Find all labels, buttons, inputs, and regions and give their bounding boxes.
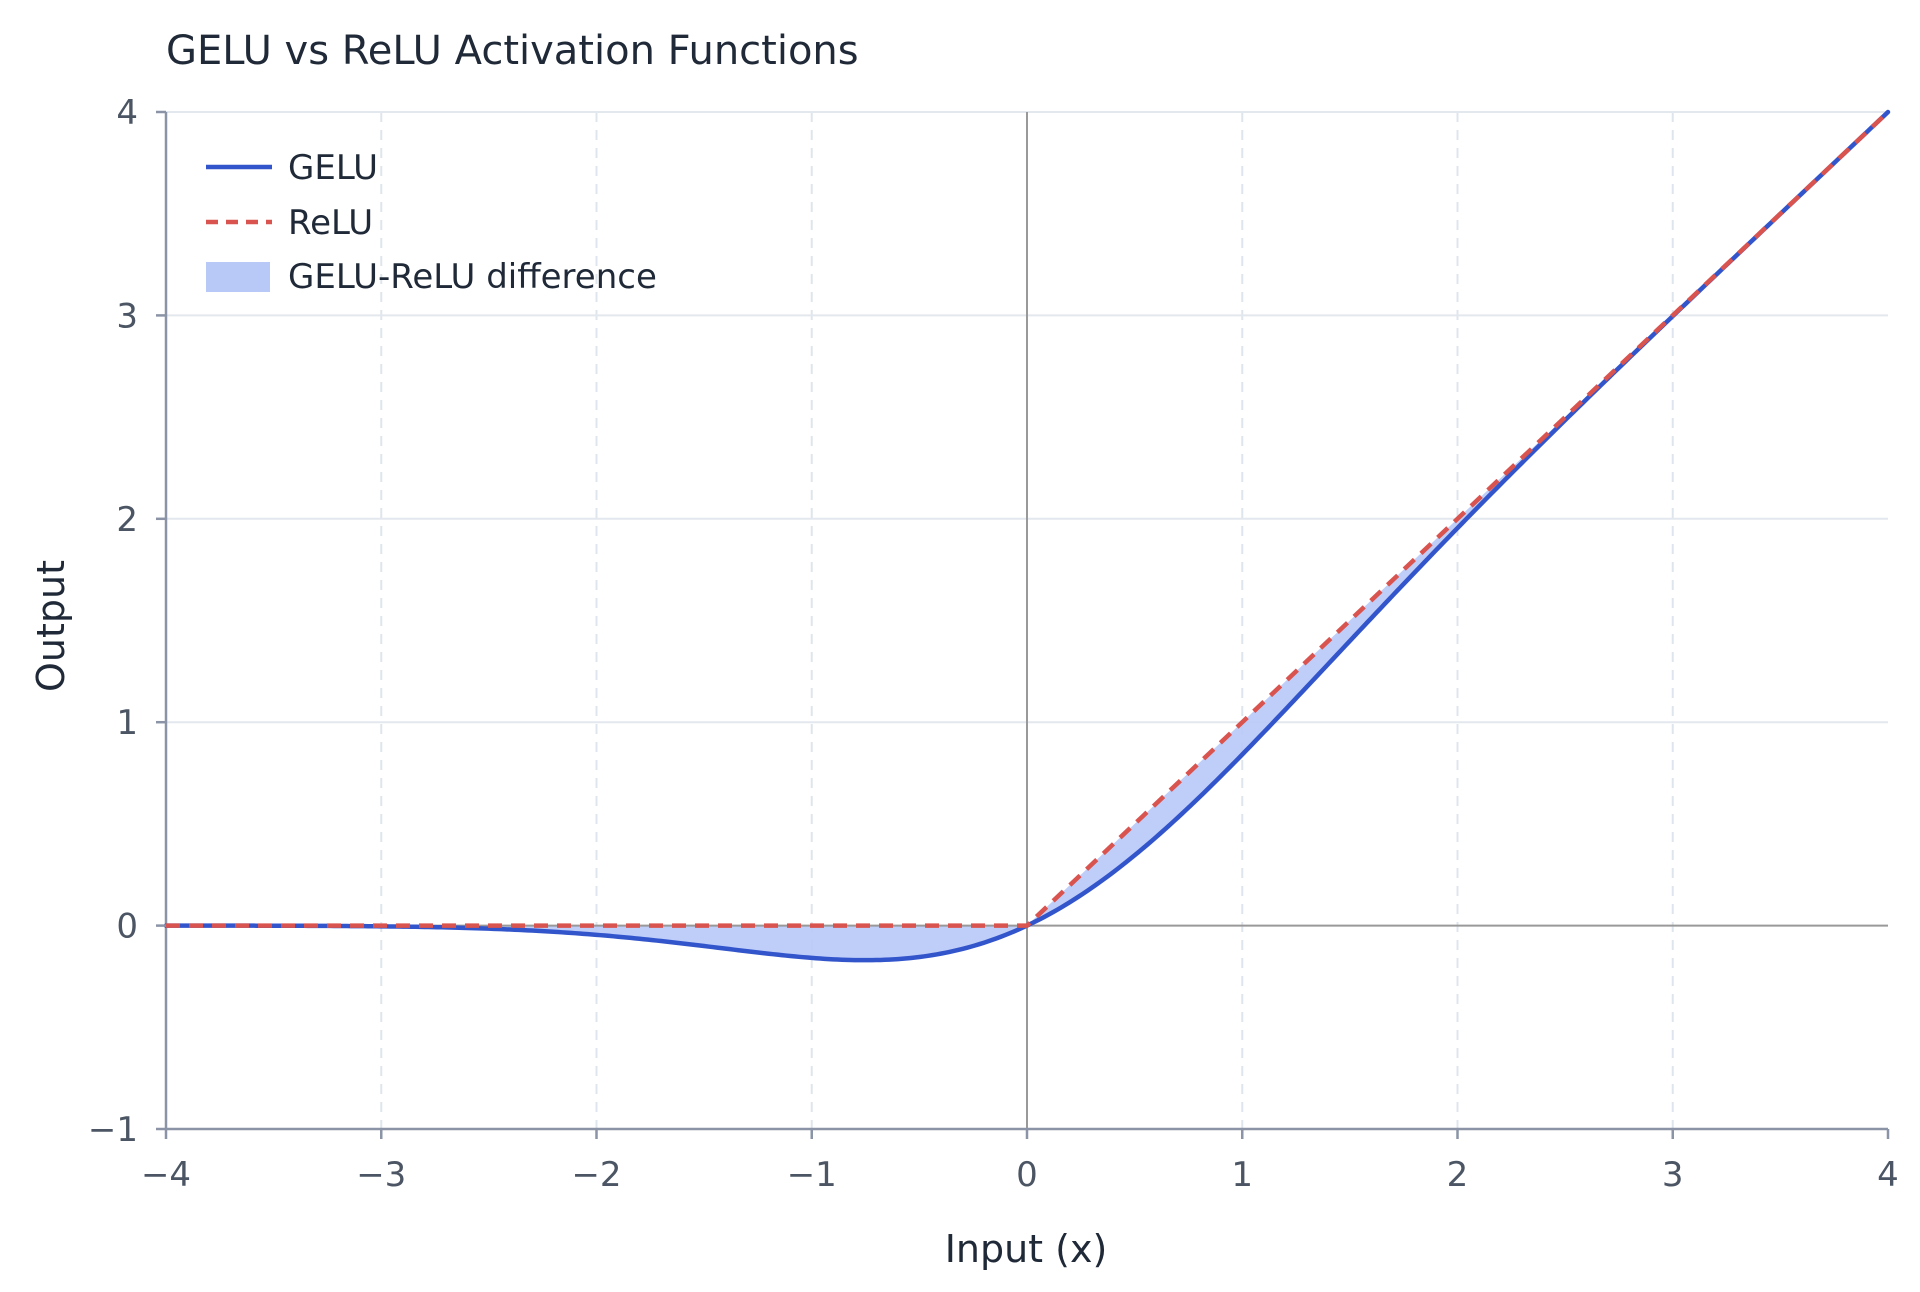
x-axis-label: Input (x)	[945, 1227, 1108, 1271]
y-tick-label: 3	[116, 296, 138, 336]
x-tick-label: 4	[1877, 1155, 1899, 1195]
legend-difference-label: GELU-ReLU difference	[288, 257, 657, 297]
x-tick-label: 1	[1231, 1155, 1253, 1195]
y-tick-label: 1	[116, 703, 138, 743]
legend-gelu-label: GELU	[288, 148, 378, 188]
x-tick-label: 0	[1016, 1155, 1038, 1195]
legend-relu-label: ReLU	[288, 203, 373, 243]
series-lines	[163, 109, 1891, 963]
legend: GELU ReLU GELU-ReLU difference	[206, 148, 657, 297]
y-tick-label: 4	[116, 93, 138, 133]
y-tick-label: 2	[116, 500, 138, 540]
y-tick-label: −1	[88, 1110, 138, 1150]
y-tick-label: 0	[116, 907, 138, 947]
x-tick-label: −3	[356, 1155, 406, 1195]
chart-title: GELU vs ReLU Activation Functions	[166, 28, 859, 74]
x-tick-label: 2	[1447, 1155, 1469, 1195]
tick-labels: −4 −3 −2 −1 0 1 2 3 4 −1 0 1 2 3 4	[88, 93, 1899, 1195]
x-tick-label: −4	[141, 1155, 191, 1195]
legend-difference-swatch	[206, 262, 270, 292]
y-axis-label: Output	[29, 560, 73, 692]
relu-line	[166, 110, 1890, 928]
x-tick-label: 3	[1662, 1155, 1684, 1195]
x-tick-label: −2	[571, 1155, 621, 1195]
x-tick-label: −1	[787, 1155, 837, 1195]
